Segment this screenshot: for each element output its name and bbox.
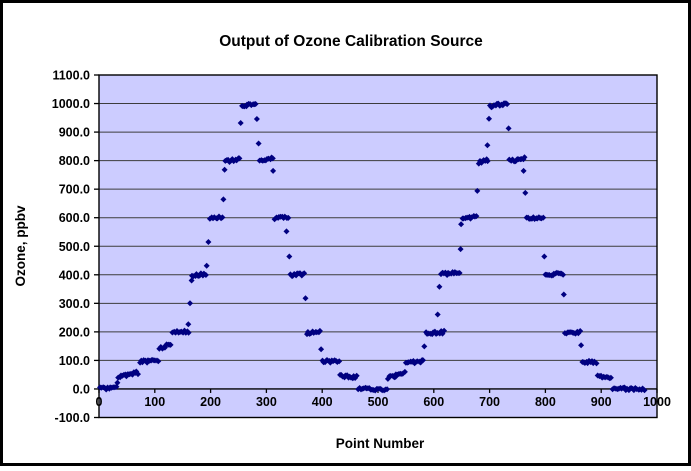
- y-tick-label: 1000.0: [52, 97, 90, 111]
- data-point: [270, 167, 277, 174]
- data-point: [456, 270, 463, 276]
- data-point: [421, 343, 428, 350]
- data-point: [441, 327, 448, 334]
- chart-title: Output of Ozone Calibration Source: [219, 33, 483, 50]
- data-point: [237, 120, 244, 126]
- data-point: [384, 386, 391, 393]
- data-point: [253, 116, 260, 122]
- data-point: [420, 357, 426, 364]
- data-point: [641, 387, 648, 394]
- data-point: [540, 214, 547, 221]
- data-point: [185, 321, 192, 328]
- data-point: [486, 115, 492, 122]
- plot-border: [98, 74, 658, 419]
- plot-area: [94, 74, 658, 419]
- x-tick-label: 800: [535, 395, 556, 409]
- x-tick-label: 0: [96, 395, 103, 409]
- data-point: [353, 372, 360, 379]
- data-point: [578, 342, 585, 349]
- data-point: [434, 311, 441, 318]
- data-point: [560, 291, 567, 298]
- data-point: [318, 346, 325, 353]
- data-point: [155, 358, 162, 365]
- y-tick-label: 300.0: [59, 297, 90, 311]
- x-tick-label: 300: [256, 395, 277, 409]
- x-tick-label: 900: [591, 395, 612, 409]
- data-point: [252, 101, 259, 107]
- axis-tick-labels: 0 100 200 300 400 500 600 700 800 900 1000 1100.0 10…: [52, 69, 671, 426]
- y-tick-label: -100.0: [55, 411, 90, 425]
- x-tick-label: 700: [479, 395, 500, 409]
- data-point: [285, 214, 292, 221]
- data-point: [484, 158, 491, 165]
- data-point: [541, 253, 548, 260]
- y-axis-title: Ozone, ppbv: [13, 205, 28, 286]
- data-point: [436, 283, 443, 290]
- data-point: [577, 328, 584, 334]
- x-tick-label: 200: [200, 395, 221, 409]
- data-point: [203, 262, 210, 269]
- y-tick-label: 400.0: [59, 268, 90, 282]
- x-tick-label: 600: [423, 395, 444, 409]
- data-series-points: [97, 100, 648, 394]
- y-tick-label: 800.0: [59, 154, 90, 168]
- data-point: [505, 125, 512, 132]
- data-point: [522, 189, 529, 196]
- data-point: [205, 239, 212, 245]
- data-point: [219, 214, 226, 221]
- data-point: [283, 228, 290, 235]
- data-point: [484, 142, 491, 149]
- data-point: [113, 383, 120, 390]
- y-tick-label: 500.0: [59, 240, 90, 254]
- data-point: [236, 155, 243, 162]
- data-point: [457, 246, 464, 253]
- y-tick-label: 100.0: [59, 354, 90, 368]
- data-point: [458, 221, 465, 228]
- data-point: [607, 374, 614, 381]
- data-point: [114, 379, 121, 386]
- data-point: [269, 155, 276, 162]
- data-point: [221, 166, 228, 173]
- data-point: [401, 368, 408, 375]
- y-tick-label: 0.0: [73, 382, 90, 396]
- data-point: [593, 360, 600, 367]
- data-point: [220, 196, 227, 203]
- data-point: [286, 253, 293, 260]
- x-tick-label: 1000: [643, 395, 671, 409]
- data-point: [135, 371, 141, 378]
- x-tick-label: 500: [368, 395, 389, 409]
- y-tick-label: 900.0: [59, 126, 90, 140]
- data-point: [560, 271, 567, 278]
- y-tick-label: 1100.0: [52, 69, 90, 83]
- data-point: [187, 300, 193, 307]
- data-point: [188, 277, 195, 284]
- x-axis-title: Point Number: [336, 436, 425, 451]
- data-point: [301, 270, 308, 277]
- y-tick-label: 700.0: [59, 183, 90, 197]
- data-point: [302, 295, 309, 302]
- data-point: [474, 187, 481, 194]
- data-point: [336, 358, 343, 365]
- data-point: [167, 341, 174, 348]
- data-point: [473, 213, 480, 220]
- y-tick-label: 600.0: [59, 211, 90, 225]
- data-point: [255, 140, 262, 147]
- data-point: [185, 329, 192, 336]
- x-tick-label: 400: [312, 395, 333, 409]
- data-point: [520, 167, 527, 174]
- data-point: [521, 154, 528, 161]
- data-point: [202, 272, 209, 278]
- x-tick-label: 100: [144, 395, 165, 409]
- data-point: [504, 101, 511, 108]
- y-tick-label: 200.0: [59, 325, 90, 339]
- data-point: [316, 327, 323, 334]
